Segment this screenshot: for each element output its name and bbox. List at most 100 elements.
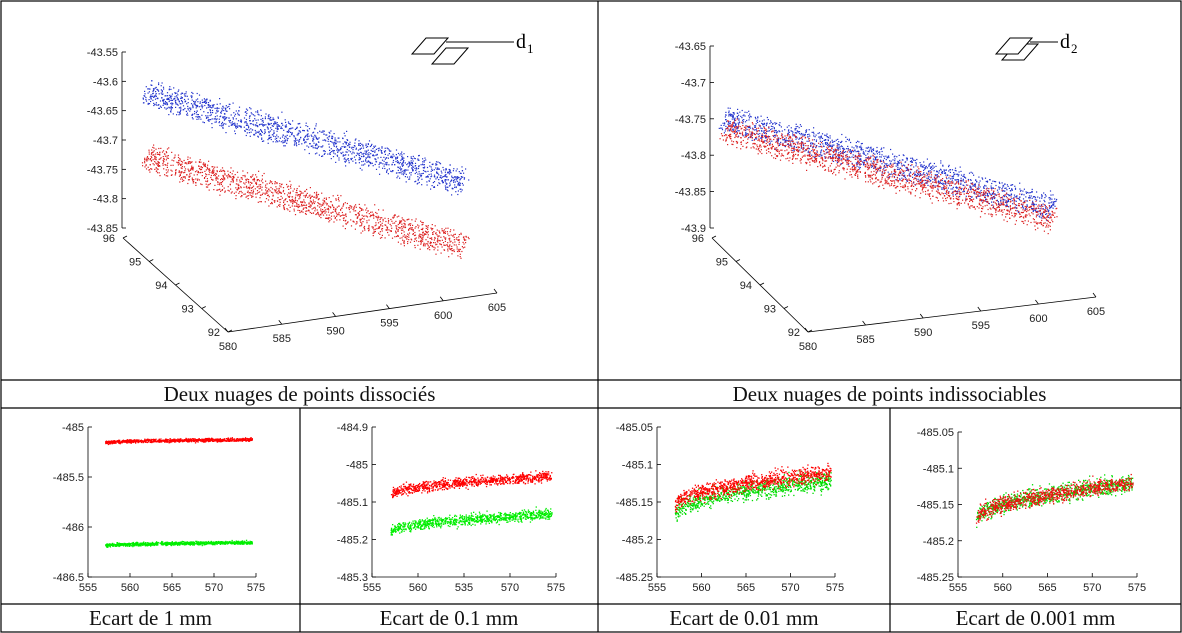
point (396, 225, 398, 227)
point (161, 90, 163, 92)
point (260, 134, 263, 136)
point (338, 214, 340, 216)
point (733, 121, 735, 123)
point (924, 182, 927, 184)
point (765, 132, 767, 135)
point (774, 122, 776, 124)
point (420, 228, 422, 230)
point (197, 116, 199, 118)
point (1006, 192, 1008, 194)
point (191, 165, 193, 167)
point (343, 217, 345, 219)
point (893, 162, 895, 164)
point (381, 217, 383, 219)
point (384, 147, 386, 149)
point (894, 160, 896, 162)
point (965, 180, 967, 182)
point (285, 126, 288, 128)
point (398, 226, 400, 229)
point (948, 192, 950, 194)
point (386, 226, 388, 228)
point (1049, 206, 1051, 208)
point (1021, 193, 1023, 195)
point (267, 199, 270, 201)
point (373, 145, 375, 147)
point (372, 227, 374, 229)
point (321, 204, 323, 206)
point (211, 166, 213, 168)
point (1049, 214, 1051, 216)
point (977, 191, 980, 193)
point (419, 233, 421, 235)
point (926, 182, 928, 184)
point (324, 212, 326, 214)
point (410, 164, 413, 166)
point (179, 158, 181, 160)
point (414, 231, 416, 234)
point (427, 176, 429, 178)
point (837, 145, 839, 147)
point (182, 176, 184, 178)
point (1028, 192, 1030, 194)
point (298, 185, 300, 187)
point (307, 136, 309, 138)
point (292, 190, 294, 192)
point (855, 145, 857, 147)
point (987, 201, 989, 203)
point (839, 148, 841, 150)
point (458, 181, 460, 183)
point (183, 98, 186, 101)
point (441, 228, 443, 230)
point (328, 136, 330, 138)
point (433, 246, 435, 248)
point (956, 173, 958, 175)
point (819, 143, 821, 145)
point (937, 181, 939, 184)
point (258, 132, 260, 134)
point (180, 103, 182, 105)
point (813, 127, 815, 129)
point (953, 173, 955, 175)
point (449, 182, 451, 184)
x-tick-label: 580 (219, 341, 237, 353)
point (397, 161, 399, 163)
point (1031, 208, 1034, 210)
point (240, 187, 242, 189)
point (187, 156, 189, 158)
point (797, 130, 799, 132)
point (838, 170, 840, 172)
point (988, 203, 990, 205)
point (971, 172, 974, 174)
point (236, 123, 238, 125)
z-tick-label: -43.65 (675, 41, 706, 53)
point (334, 139, 336, 141)
point (902, 185, 904, 187)
point (299, 197, 301, 199)
point (195, 105, 197, 107)
point (192, 166, 194, 168)
point (440, 177, 442, 179)
point (191, 178, 193, 180)
point (257, 125, 259, 127)
point (342, 205, 344, 207)
point (903, 172, 905, 174)
point (899, 170, 901, 172)
point (779, 131, 781, 133)
point (746, 119, 748, 122)
point (835, 150, 837, 152)
plane-upper (994, 37, 1034, 55)
point (883, 165, 885, 167)
point (895, 187, 897, 189)
point (333, 143, 335, 145)
point (974, 184, 976, 186)
point (316, 213, 318, 215)
point (399, 172, 401, 174)
point (404, 220, 406, 222)
point (260, 123, 262, 125)
point (142, 98, 144, 100)
point (380, 156, 382, 158)
point (410, 172, 412, 174)
point (221, 185, 224, 187)
point (781, 134, 783, 136)
point (317, 146, 319, 148)
